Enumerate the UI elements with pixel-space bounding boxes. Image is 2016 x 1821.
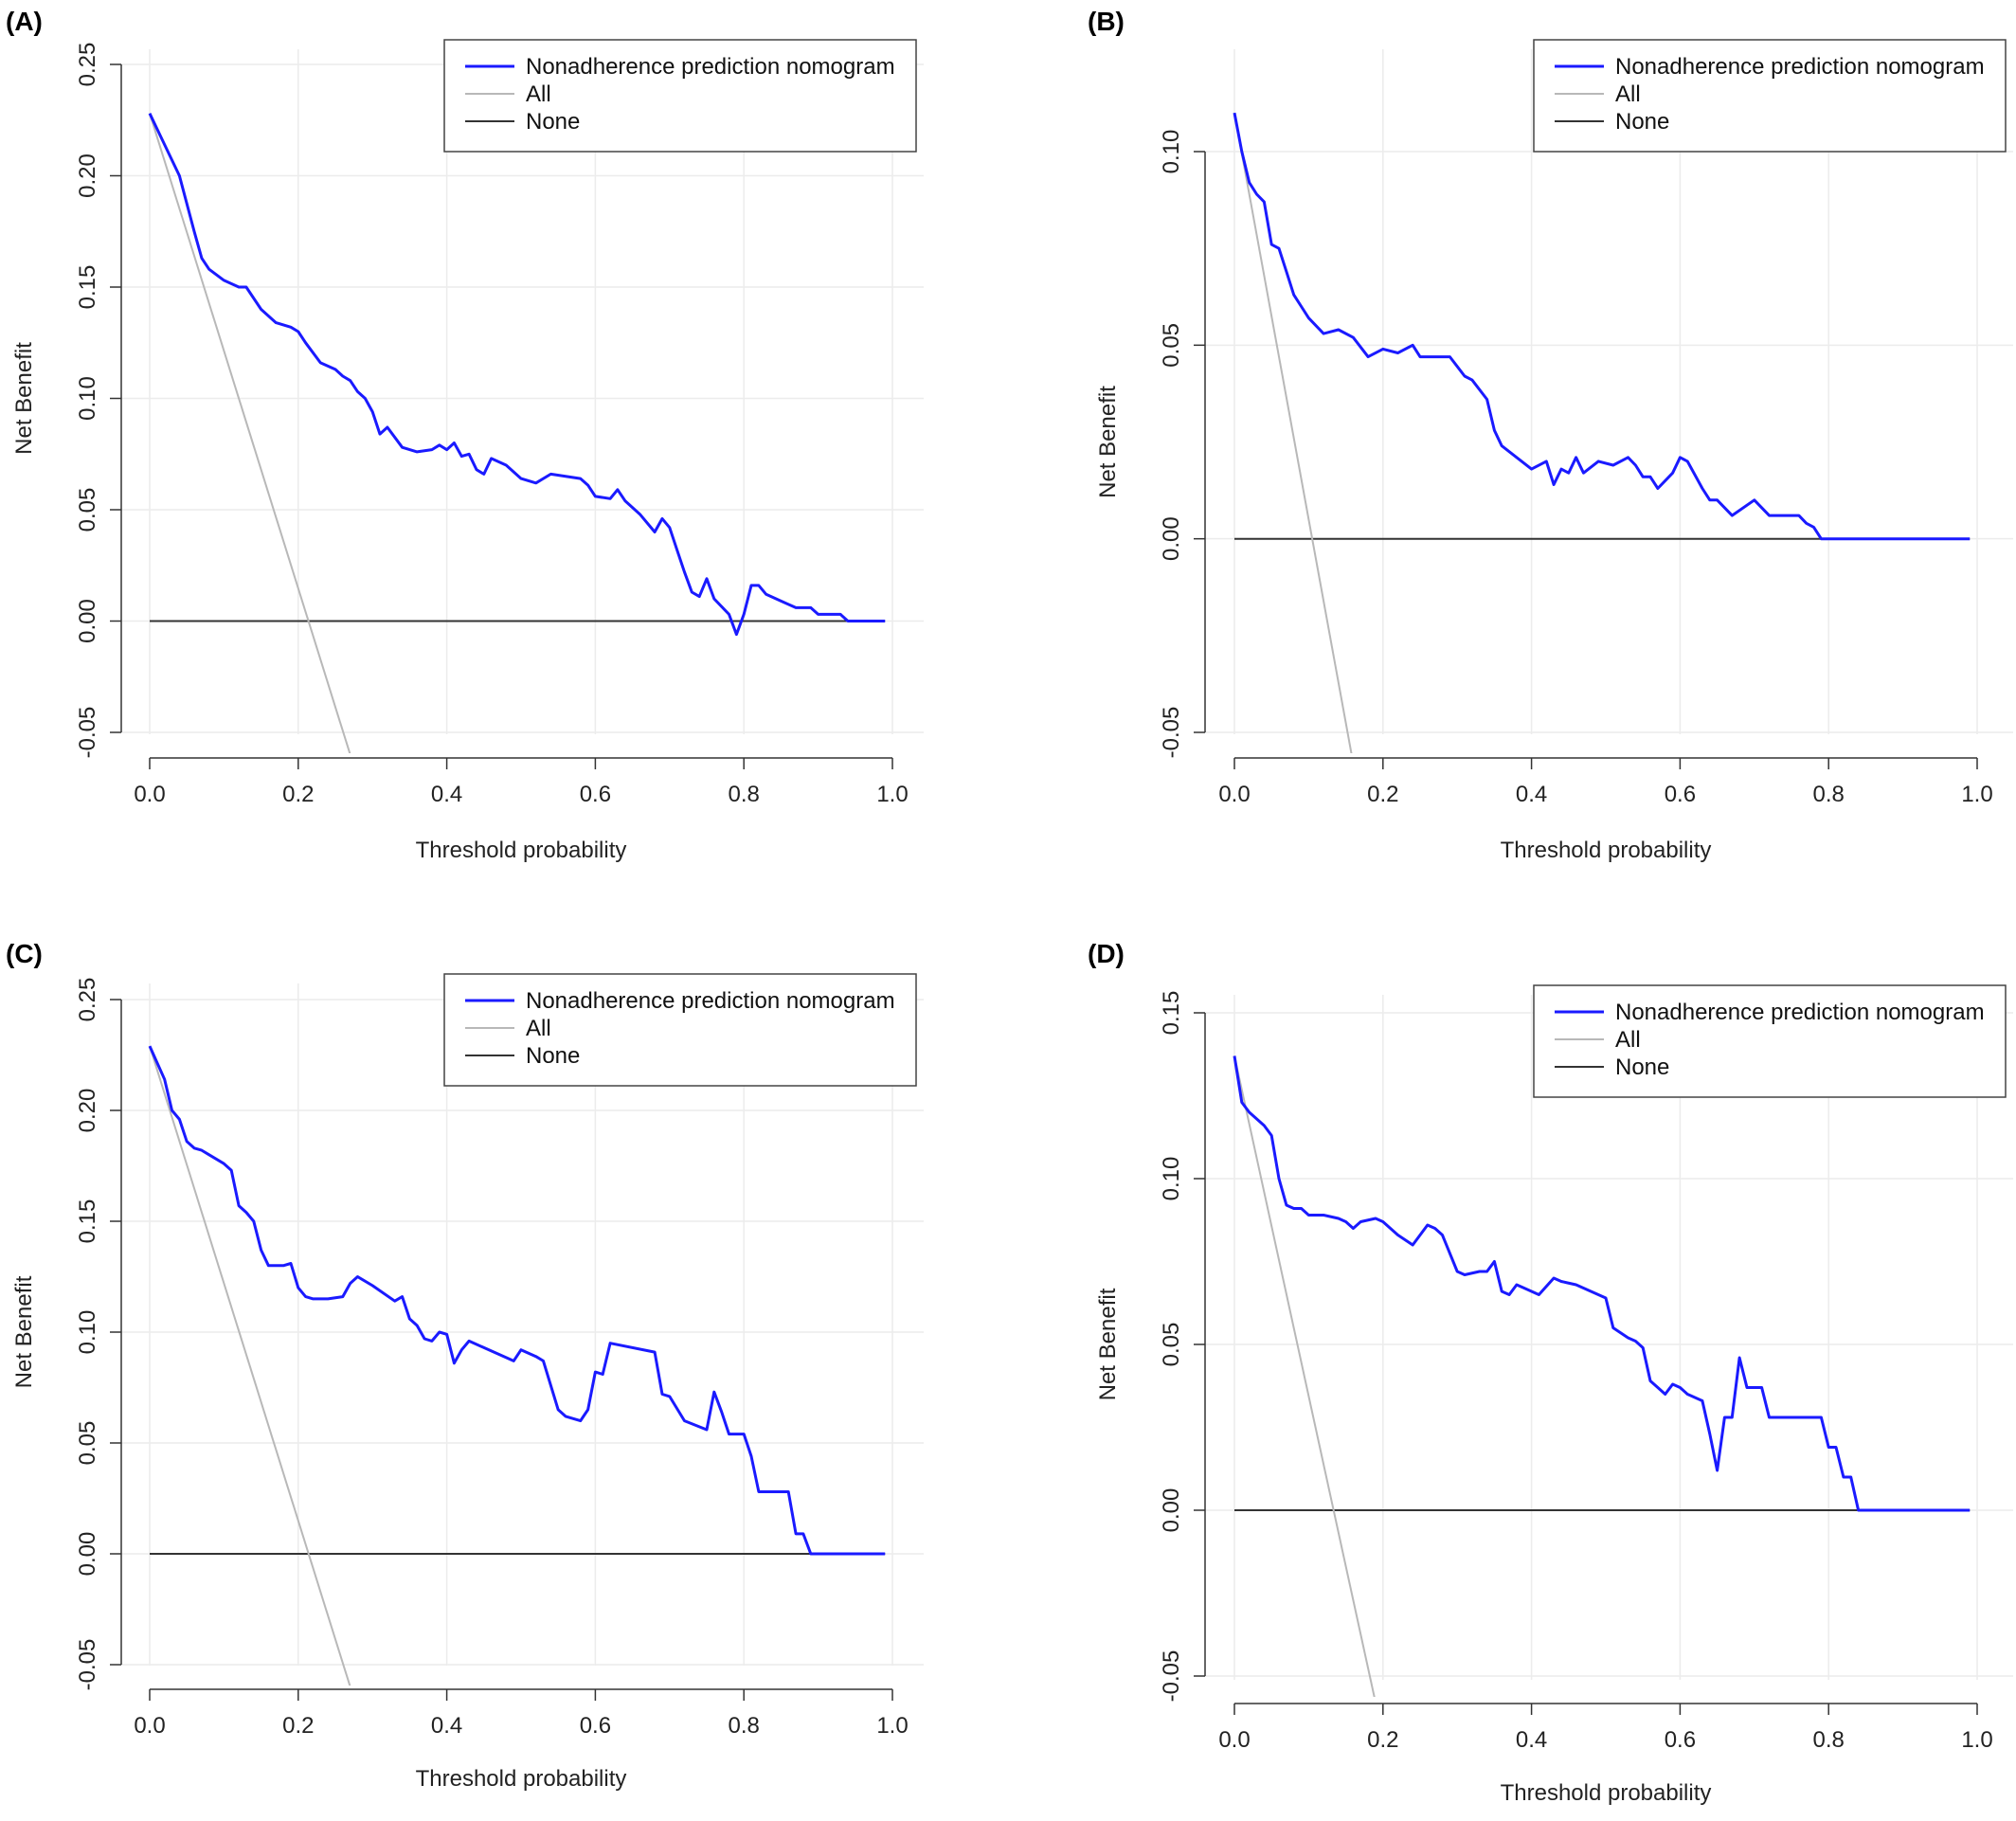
- chart-panel: (A) -0.05 0.00 0.05 0.10 0.15 0.20 0.25 0.0 0.2 0.…: [6, 7, 924, 863]
- x-tick-label: 1.0: [1961, 1727, 1992, 1753]
- legend-entry: Nonadherence prediction nomogram: [526, 54, 895, 80]
- legend-box: [1533, 984, 2007, 1098]
- x-tick-label: 0.6: [580, 782, 611, 807]
- y-tick-label: 0.15: [75, 1199, 100, 1244]
- y-tick-label: 0.00: [75, 599, 100, 643]
- y-tick-label: 0.05: [1159, 1323, 1184, 1367]
- x-axis-title: Threshold probability: [416, 1766, 627, 1792]
- y-tick-label: 0.10: [75, 376, 100, 421]
- x-tick-label: 0.8: [1813, 1727, 1845, 1753]
- legend-entry: All: [526, 1016, 551, 1041]
- panel-label: (D): [1088, 939, 1125, 968]
- legend-box: [443, 39, 917, 153]
- chart-panel: (D) -0.05 0.00 0.05 0.10 0.15 0.0 0.2 0.4 0.6 0.8 1…: [1088, 939, 2013, 1806]
- chart-panel: (B) -0.05 0.00 0.05 0.10 0.0 0.2 0.4 0.6 0.8 1.0 Th…: [1088, 7, 2013, 863]
- x-tick-label: 0.8: [1813, 782, 1845, 807]
- y-tick-label: 0.25: [75, 43, 100, 87]
- x-tick-label: 0.2: [282, 1713, 314, 1739]
- nomogram-series-line: [1233, 1055, 1971, 1512]
- x-tick-label: 0.0: [134, 1713, 165, 1739]
- x-tick-label: 0.8: [729, 1713, 760, 1739]
- x-tick-label: 0.4: [431, 782, 462, 807]
- y-tick-label: -0.05: [1159, 707, 1184, 759]
- y-tick-label: 0.25: [75, 978, 100, 1022]
- y-tick-label: 0.10: [1159, 130, 1184, 174]
- x-tick-label: 0.6: [1665, 782, 1696, 807]
- y-axis-title: Net Benefit: [1095, 386, 1121, 498]
- all-series-line: [149, 1045, 351, 1686]
- x-tick-label: 0.0: [1218, 1727, 1250, 1753]
- x-tick-label: 1.0: [876, 782, 908, 807]
- legend-box: [443, 973, 917, 1087]
- x-tick-label: 0.2: [1367, 782, 1398, 807]
- y-axis-title: Net Benefit: [11, 1275, 37, 1388]
- y-tick-label: 0.05: [1159, 323, 1184, 368]
- legend-entry: None: [526, 1043, 580, 1069]
- nomogram-series-line: [1233, 112, 1971, 541]
- all-series-line: [1233, 112, 1353, 753]
- legend-entry: All: [1615, 1027, 1641, 1053]
- x-tick-label: 0.2: [1367, 1727, 1398, 1753]
- x-axis-title: Threshold probability: [1501, 1780, 1712, 1806]
- y-tick-label: 0.20: [75, 1089, 100, 1133]
- y-tick-label: -0.05: [75, 1639, 100, 1691]
- y-tick-label: 0.20: [75, 153, 100, 198]
- x-tick-label: 0.2: [282, 782, 314, 807]
- y-tick-label: 0.00: [1159, 516, 1184, 561]
- legend-entry: None: [1615, 109, 1669, 135]
- all-series-line: [1233, 1055, 1376, 1697]
- y-tick-label: -0.05: [75, 707, 100, 759]
- x-tick-label: 0.4: [1516, 782, 1547, 807]
- y-tick-label: 0.00: [1159, 1488, 1184, 1533]
- x-tick-label: 0.6: [580, 1713, 611, 1739]
- x-axis-title: Threshold probability: [1501, 838, 1712, 863]
- x-tick-label: 0.0: [134, 782, 165, 807]
- y-tick-label: 0.15: [1159, 991, 1184, 1036]
- x-tick-label: 0.8: [729, 782, 760, 807]
- legend-entry: Nonadherence prediction nomogram: [1615, 1000, 1985, 1025]
- legend-entry: All: [1615, 81, 1641, 107]
- legend-entry: None: [526, 109, 580, 135]
- y-tick-label: 0.10: [75, 1310, 100, 1355]
- y-tick-label: 0.10: [1159, 1157, 1184, 1201]
- y-axis-title: Net Benefit: [11, 342, 37, 455]
- x-tick-label: 0.0: [1218, 782, 1250, 807]
- y-tick-label: 0.15: [75, 265, 100, 310]
- all-series-line: [149, 113, 351, 753]
- y-tick-label: 0.05: [75, 1421, 100, 1466]
- panel-label: (B): [1088, 7, 1125, 36]
- y-tick-label: 0.05: [75, 488, 100, 532]
- legend-entry: All: [526, 81, 551, 107]
- x-tick-label: 1.0: [1961, 782, 1992, 807]
- y-tick-label: 0.00: [75, 1532, 100, 1577]
- chart-panel: (C) -0.05 0.00 0.05 0.10 0.15 0.20 0.25 0.0 0.2 0.…: [6, 939, 924, 1792]
- legend-entry: None: [1615, 1055, 1669, 1080]
- x-tick-label: 0.4: [1516, 1727, 1547, 1753]
- legend-entry: Nonadherence prediction nomogram: [1615, 54, 1985, 80]
- panel-label: (C): [6, 939, 43, 968]
- nomogram-series-line: [148, 113, 886, 637]
- nomogram-series-line: [148, 1045, 886, 1556]
- panel-label: (A): [6, 7, 43, 36]
- y-tick-label: -0.05: [1159, 1650, 1184, 1703]
- x-tick-label: 0.4: [431, 1713, 462, 1739]
- legend-entry: Nonadherence prediction nomogram: [526, 988, 895, 1014]
- x-tick-label: 1.0: [876, 1713, 908, 1739]
- x-tick-label: 0.6: [1665, 1727, 1696, 1753]
- y-axis-title: Net Benefit: [1095, 1288, 1121, 1400]
- legend-box: [1533, 39, 2007, 153]
- x-axis-title: Threshold probability: [416, 838, 627, 863]
